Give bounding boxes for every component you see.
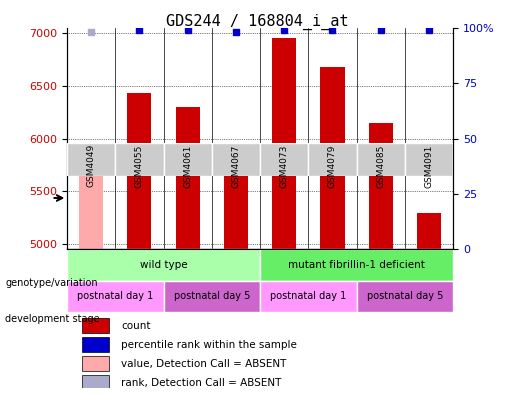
Bar [369,123,393,249]
Text: GSM4091: GSM4091 [424,250,434,293]
Text: GDS244 / 168804_i_at: GDS244 / 168804_i_at [166,14,349,30]
Bar [272,38,296,249]
FancyBboxPatch shape [163,143,212,176]
Text: genotype/variation: genotype/variation [5,278,98,288]
Text: GSM4085: GSM4085 [376,144,385,188]
Bar [82,356,109,371]
Text: GSM4079: GSM4079 [328,144,337,188]
Text: rank, Detection Call = ABSENT: rank, Detection Call = ABSENT [121,378,281,388]
Text: GSM4061: GSM4061 [183,250,192,293]
Text: percentile rank within the sample: percentile rank within the sample [121,340,297,350]
Text: GSM4049: GSM4049 [87,250,96,293]
Text: GSM4073: GSM4073 [280,144,289,188]
Text: GSM4079: GSM4079 [328,250,337,293]
Text: GSM4091: GSM4091 [424,144,434,188]
Bar [82,375,109,390]
Bar [320,67,345,249]
Text: postnatal day 1: postnatal day 1 [77,291,153,301]
FancyBboxPatch shape [67,249,260,281]
FancyBboxPatch shape [67,143,115,176]
FancyBboxPatch shape [356,281,453,312]
Text: GSM4073: GSM4073 [280,250,289,293]
Text: wild type: wild type [140,260,187,270]
FancyBboxPatch shape [356,143,405,176]
Text: GSM4067: GSM4067 [231,144,241,188]
Bar [176,107,200,249]
Text: GSM4055: GSM4055 [135,144,144,188]
FancyBboxPatch shape [260,143,308,176]
Bar [127,93,151,249]
FancyBboxPatch shape [260,249,453,281]
Text: count: count [121,321,150,331]
FancyBboxPatch shape [260,281,356,312]
Text: value, Detection Call = ABSENT: value, Detection Call = ABSENT [121,359,286,369]
Bar [79,162,103,249]
Text: postnatal day 5: postnatal day 5 [174,291,250,301]
FancyBboxPatch shape [308,143,356,176]
Text: postnatal day 1: postnatal day 1 [270,291,347,301]
FancyBboxPatch shape [67,281,163,312]
Text: GSM4049: GSM4049 [87,144,96,187]
Bar [417,213,441,249]
Text: postnatal day 5: postnatal day 5 [367,291,443,301]
Text: development stage: development stage [5,314,100,324]
Text: GSM4055: GSM4055 [135,250,144,293]
Bar [82,337,109,352]
FancyBboxPatch shape [115,143,163,176]
Text: mutant fibrillin-1 deficient: mutant fibrillin-1 deficient [288,260,425,270]
Bar [82,318,109,333]
FancyBboxPatch shape [405,143,453,176]
Text: GSM4085: GSM4085 [376,250,385,293]
FancyBboxPatch shape [212,143,260,176]
FancyBboxPatch shape [163,281,260,312]
Text: GSM4061: GSM4061 [183,144,192,188]
Text: GSM4067: GSM4067 [231,250,241,293]
Bar [224,147,248,249]
